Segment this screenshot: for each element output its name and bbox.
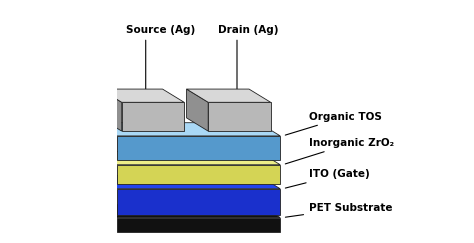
Polygon shape (117, 189, 280, 215)
Polygon shape (95, 123, 280, 136)
Polygon shape (95, 204, 280, 217)
Polygon shape (95, 175, 117, 215)
Polygon shape (117, 217, 280, 232)
Text: ITO (Gate): ITO (Gate) (285, 169, 370, 188)
Polygon shape (208, 102, 271, 131)
Polygon shape (100, 89, 184, 102)
Polygon shape (95, 123, 117, 160)
Text: Inorganic ZrO₂: Inorganic ZrO₂ (285, 138, 394, 164)
Polygon shape (187, 89, 271, 102)
Polygon shape (117, 165, 280, 184)
Polygon shape (100, 89, 122, 131)
Text: PET Substrate: PET Substrate (285, 203, 392, 217)
Text: Drain (Ag): Drain (Ag) (218, 25, 278, 35)
Text: Organic TOS: Organic TOS (285, 112, 382, 135)
Polygon shape (95, 152, 280, 165)
Polygon shape (117, 136, 280, 160)
Polygon shape (95, 152, 117, 184)
Polygon shape (122, 102, 184, 131)
Polygon shape (95, 175, 280, 189)
Polygon shape (187, 89, 208, 131)
Text: Source (Ag): Source (Ag) (127, 25, 196, 35)
Polygon shape (95, 204, 117, 232)
